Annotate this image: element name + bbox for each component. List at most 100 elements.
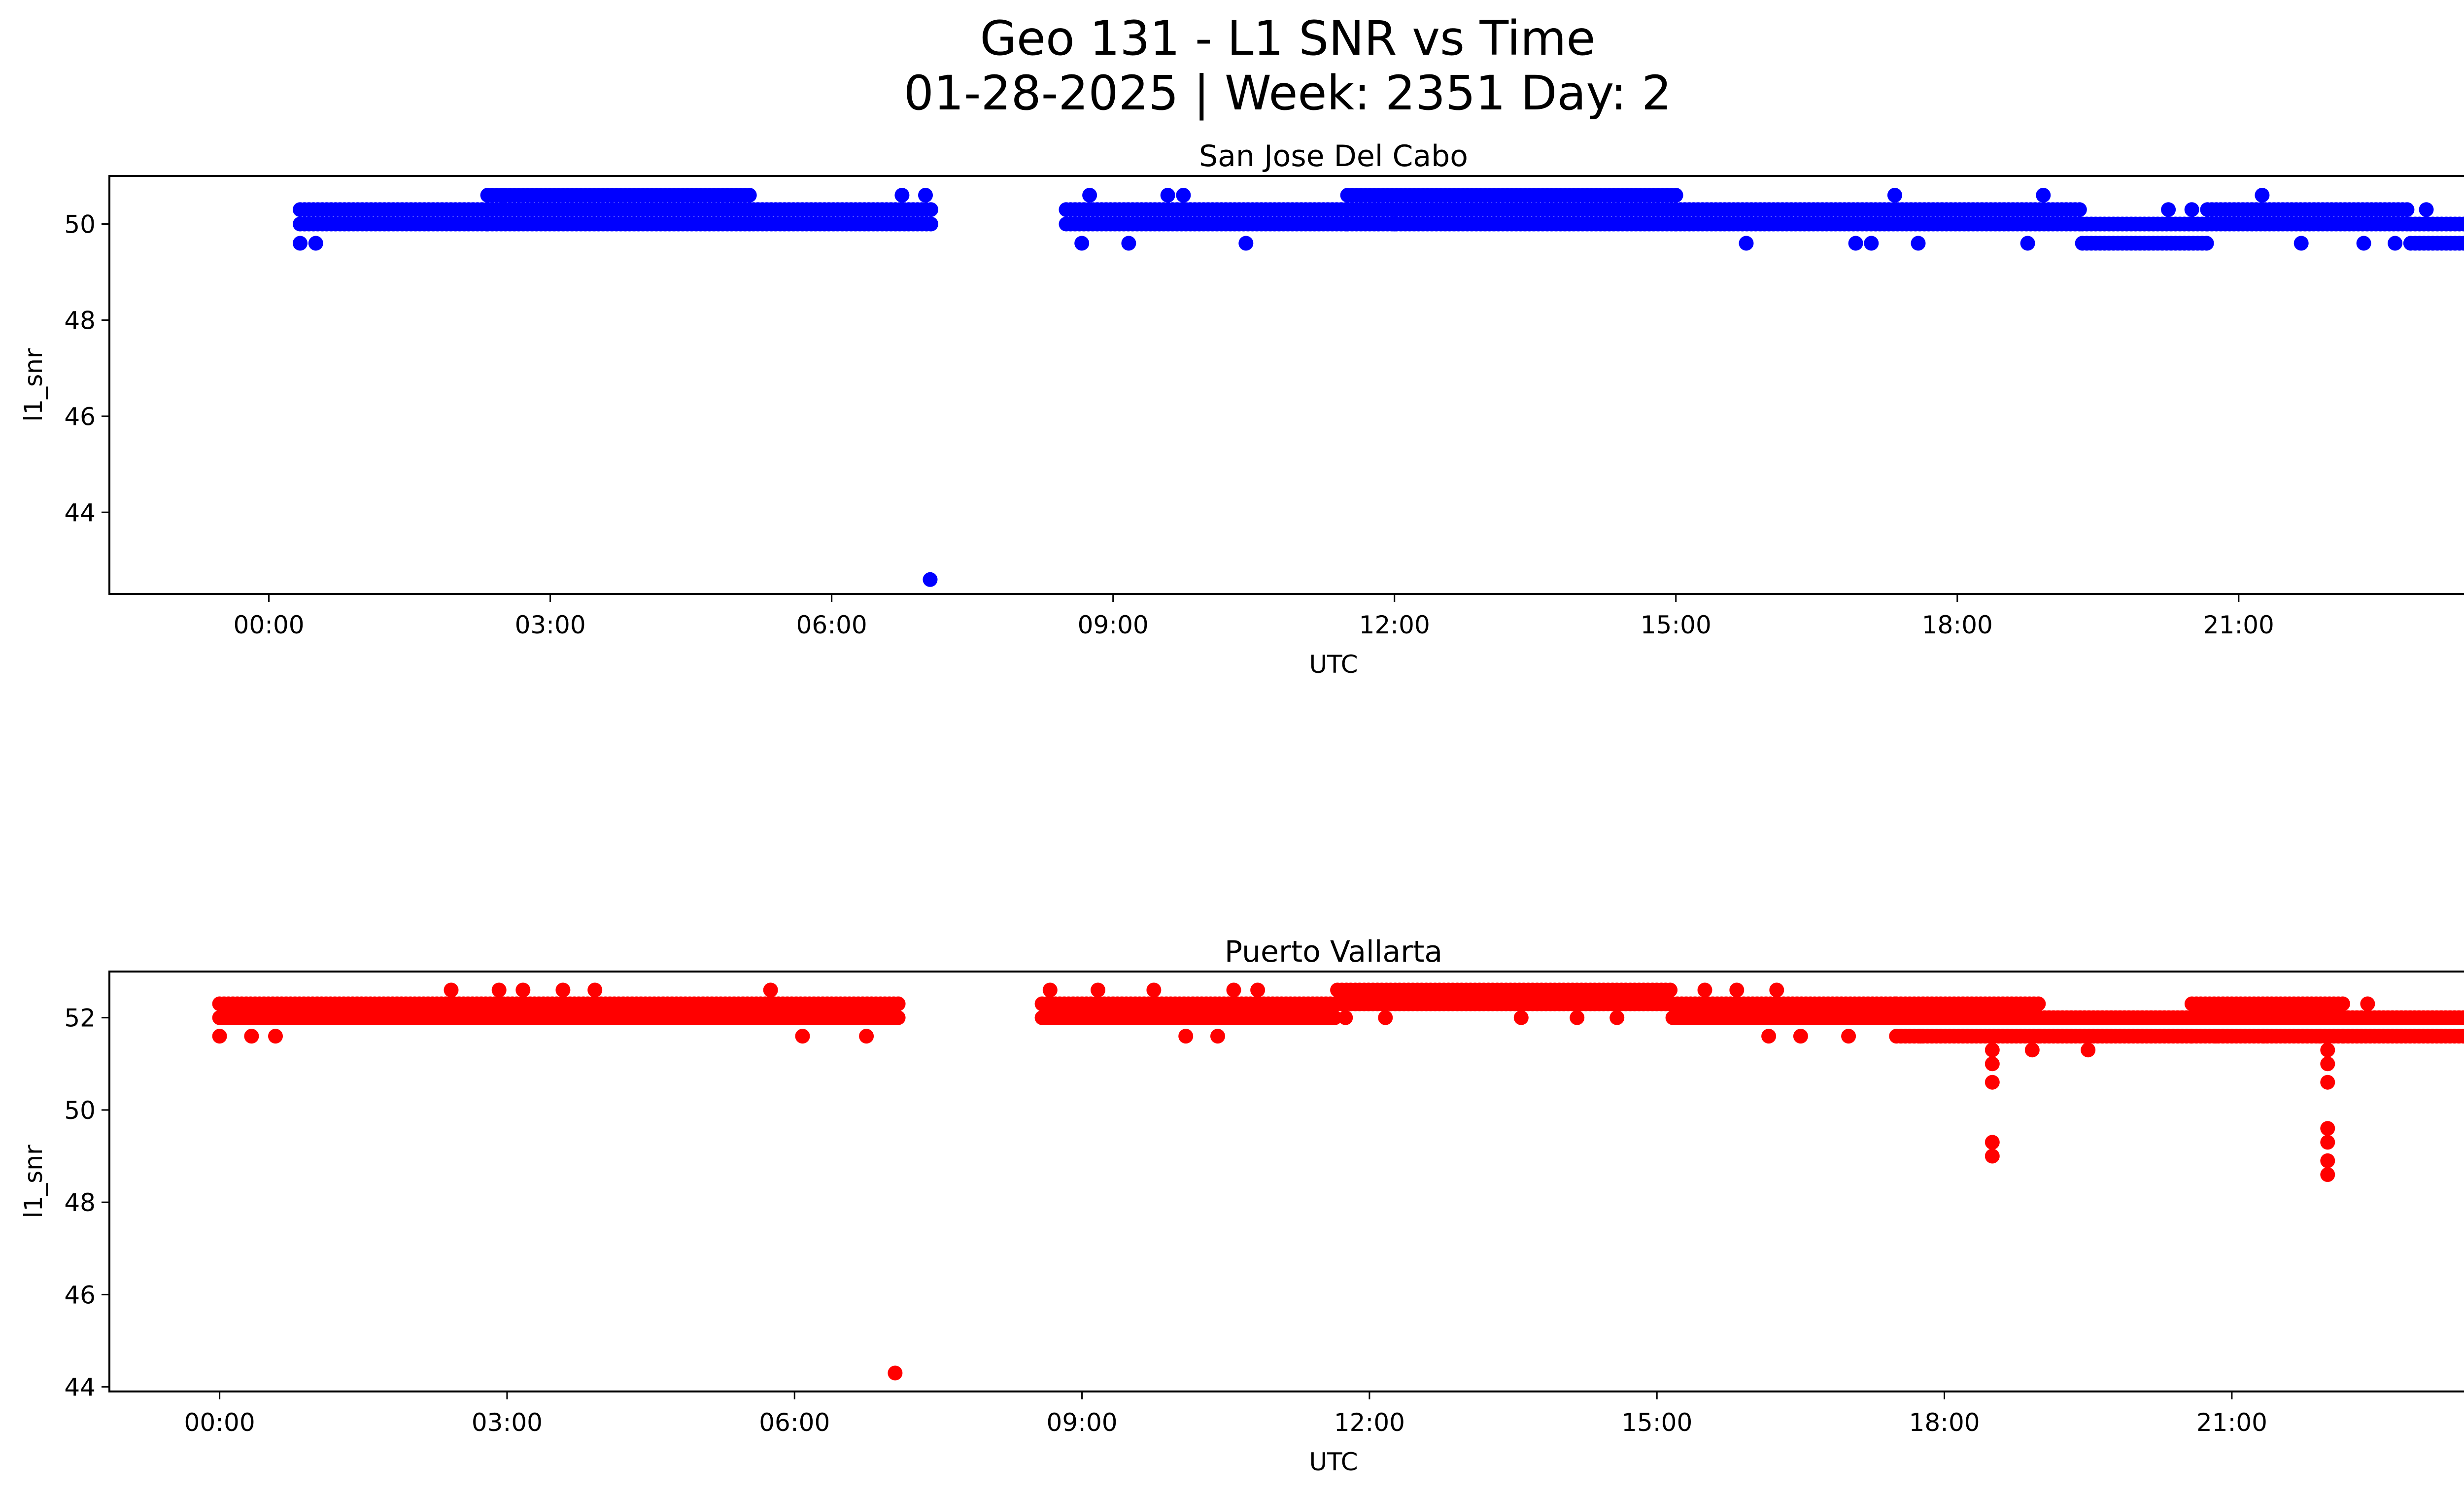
data-point [491,982,507,998]
data-point [2020,236,2035,251]
data-point [1082,188,1097,203]
data-point [2320,1121,2335,1136]
data-point [244,1029,259,1044]
data-point [496,188,511,203]
data-point [1769,982,1784,998]
data-point [1761,1029,1777,1044]
y-tick-label: 50 [64,210,96,239]
data-point [1074,236,1090,251]
data-point [1121,236,1136,251]
x-tick-label: 06:00 [759,1408,830,1437]
x-axis-label: UTC [1309,650,1358,679]
x-tick-label: 21:00 [2203,611,2274,639]
y-tick-label: 48 [64,306,96,335]
y-tick-label: 44 [64,498,96,527]
x-tick-label: 12:00 [1359,611,1430,639]
data-point [763,982,778,998]
figure-subtitle: 01-28-2025 | Week: 2351 Day: 2 [903,66,1672,121]
data-point [1985,1148,2000,1164]
data-point [2199,236,2214,251]
data-point [890,1010,906,1025]
data-point [924,216,938,232]
data-point [2256,1029,2271,1044]
data-point [2356,236,2371,251]
data-point [1729,982,1745,998]
data-point [2335,996,2350,1011]
data-point [2036,188,2051,203]
plot-frame [108,971,2464,1392]
y-tick-label: 52 [64,1004,96,1033]
y-axis-label: l1_snr [19,1145,48,1218]
y-axis-ticks: 44 46 48 50 52 [64,1004,109,1402]
y-axis-label: l1_snr [19,348,48,421]
figure-title: Geo 131 - L1 SNR vs Time [980,11,1596,66]
y-tick-label: 48 [64,1188,96,1217]
y-tick-label: 46 [64,1281,96,1309]
data-point [555,982,571,998]
data-point [1176,188,1191,203]
x-axis-ticks: 00:00 03:00 06:00 09:00 12:00 15:00 18:00 21:00… [184,1391,2267,1437]
data-point [1985,1075,2000,1090]
data-point [1513,1010,1529,1025]
data-point [1609,1010,1625,1025]
data-point [2312,1029,2327,1044]
data-point [1985,1135,2000,1150]
data-point [742,188,757,203]
data-point [1160,188,1175,203]
data-point [1387,216,1402,232]
data-point [1663,982,1678,998]
data-point [1210,1029,1225,1044]
data-point [2293,236,2309,251]
data-point [2360,996,2375,1011]
data-point [444,982,459,998]
data-point [268,1029,283,1044]
data-point [1250,982,1266,998]
y-axis-ticks: 44 46 48 50 [64,210,109,527]
plot-frame [108,175,2464,595]
data-point [1178,1029,1194,1044]
y-tick-label: 50 [64,1096,96,1125]
data-point [480,188,495,203]
data-point [2208,1029,2224,1044]
x-axis-ticks: 00:00 03:00 06:00 09:00 12:00 15:00 18:00 21:00… [234,594,2274,639]
data-point [515,982,531,998]
data-point [1042,982,1058,998]
data-point [1378,1010,1393,1025]
data-point [1146,982,1162,998]
x-tick-label: 18:00 [1922,611,1993,639]
data-point [1739,236,1754,251]
data-point [2320,1135,2335,1150]
data-point [2320,1043,2335,1058]
x-tick-label: 00:00 [234,611,305,639]
data-point [923,572,938,587]
data-point [2031,996,2046,1011]
panel-title: Puerto Vallarta [1225,935,1442,969]
data-point [2460,1011,2464,1024]
data-point [2461,237,2464,249]
data-point [2388,236,2403,251]
data-point [2255,188,2270,203]
x-tick-label: 09:00 [1078,611,1149,639]
data-point [795,1029,810,1044]
y-tick-label: 46 [64,402,96,431]
data-point [859,1029,874,1044]
data-point [1338,1010,1353,1025]
x-tick-label: 03:00 [515,611,586,639]
x-tick-label: 15:00 [1641,611,1711,639]
data-point [918,188,933,203]
data-point [1848,236,1863,251]
data-point [1864,236,1879,251]
x-axis-label: UTC [1309,1448,1358,1476]
data-point [1911,236,1926,251]
x-tick-label: 12:00 [1334,1408,1405,1437]
data-point [2161,202,2176,217]
data-point [1668,188,1683,203]
panel-puerto-vallarta: Puerto Vallarta 00:00 03:00 06:00 09:00 12:0… [19,935,2464,1476]
x-tick-label: 00:00 [184,1408,255,1437]
data-point [308,236,323,251]
data-point [1226,982,1241,998]
x-tick-label: 09:00 [1047,1408,1118,1437]
data-point [1570,1010,1585,1025]
data-point [1238,236,1254,251]
